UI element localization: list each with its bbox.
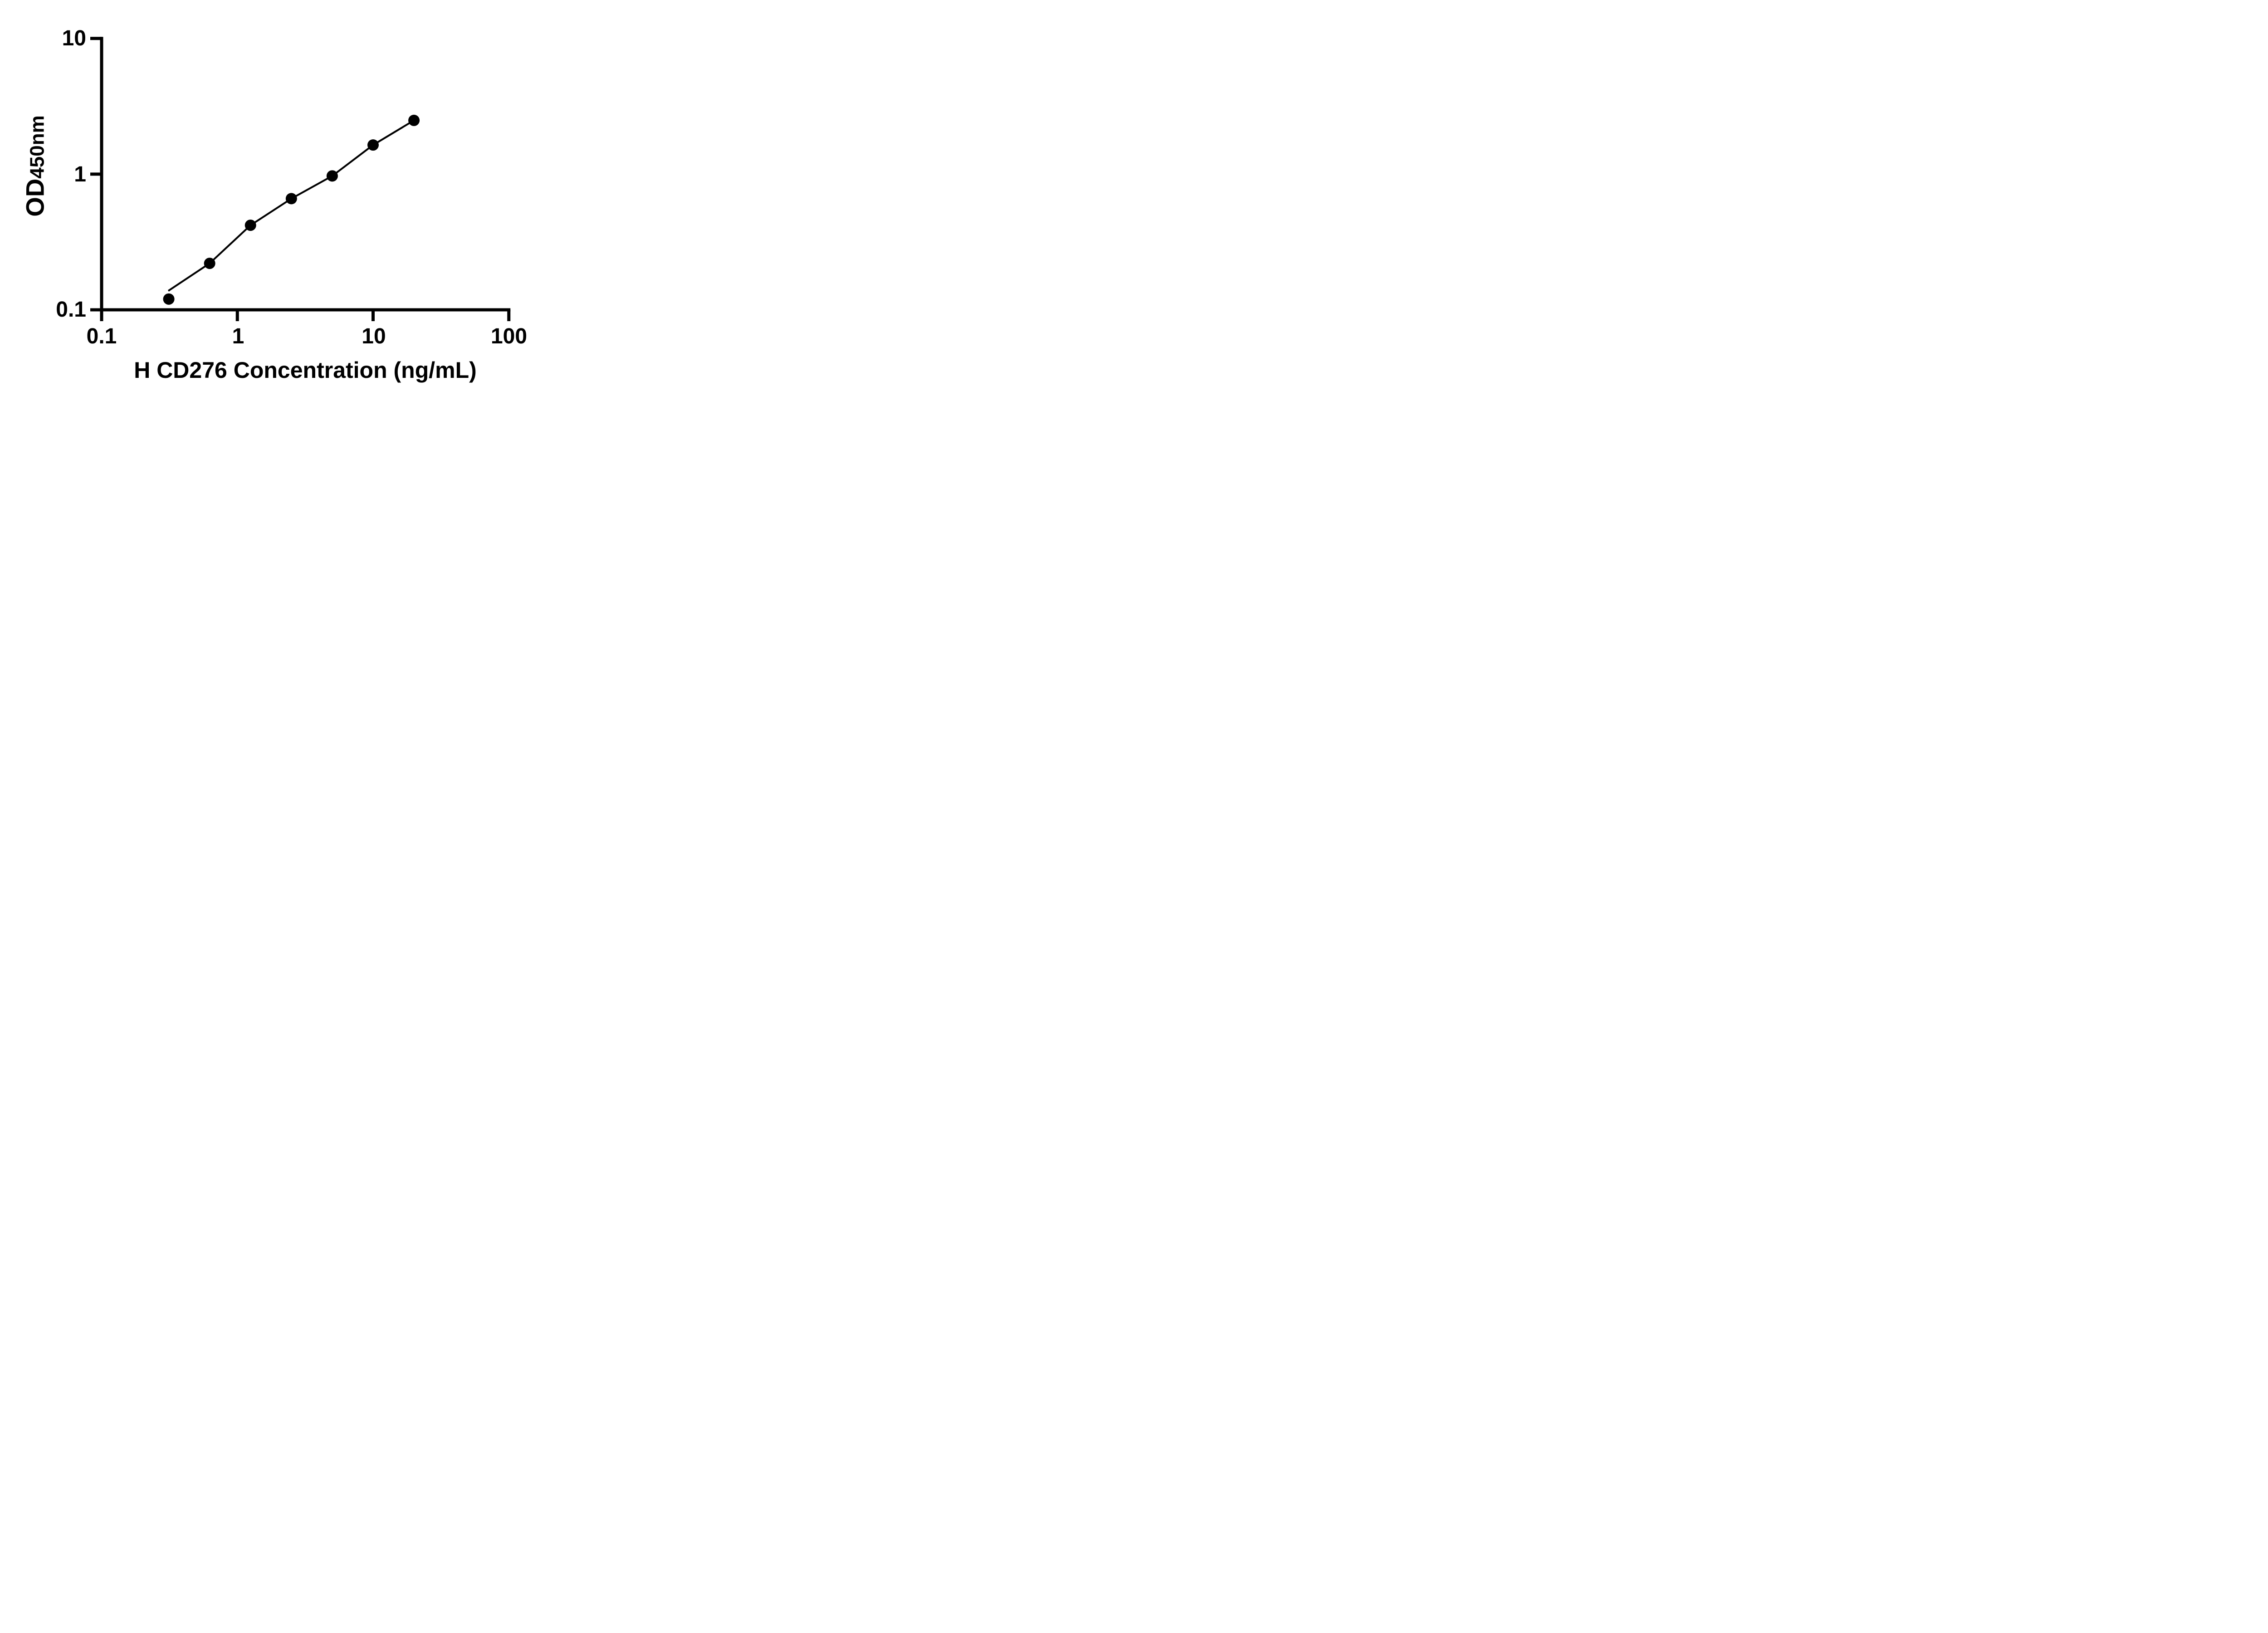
- data-point: [244, 220, 256, 231]
- data-point: [163, 293, 175, 305]
- y-axis-title: OD450nm: [20, 115, 50, 216]
- plot-area: [90, 37, 511, 321]
- x-tick-label-1: 1: [232, 324, 244, 348]
- x-tick-label-10: 10: [362, 324, 386, 348]
- y-axis-title-subscript: 450nm: [26, 115, 49, 179]
- y-tick-label-10: 10: [62, 26, 86, 50]
- elisa-standard-curve-figure: 10 1 0.1 0.1 1 10 100 H CD276 Concentrat…: [0, 0, 572, 408]
- y-axis-title-main: OD: [20, 178, 49, 217]
- data-point: [367, 139, 379, 151]
- data-point: [326, 170, 338, 182]
- x-axis-title: H CD276 Concentration (ng/mL): [134, 357, 477, 383]
- x-tick-label-0.1: 0.1: [86, 324, 117, 348]
- data-point: [204, 258, 215, 269]
- y-tick-label-1: 1: [74, 162, 86, 186]
- data-point: [285, 193, 297, 205]
- data-point: [408, 114, 420, 126]
- x-tick-label-100: 100: [490, 324, 528, 348]
- y-tick-label-0.1: 0.1: [56, 298, 86, 322]
